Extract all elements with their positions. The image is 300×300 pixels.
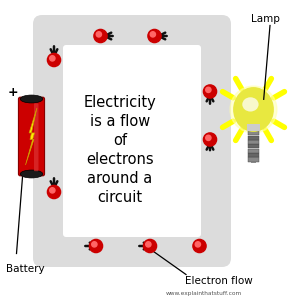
Ellipse shape — [20, 95, 43, 103]
Circle shape — [47, 185, 61, 199]
Ellipse shape — [20, 170, 43, 178]
Text: Lamp: Lamp — [251, 14, 280, 25]
Text: Electricity
is a flow
of
electrons
around a
circuit: Electricity is a flow of electrons aroun… — [84, 94, 156, 206]
FancyBboxPatch shape — [63, 45, 201, 237]
Bar — [248, 131, 259, 135]
FancyBboxPatch shape — [33, 15, 231, 267]
Bar — [248, 158, 259, 161]
Text: Battery: Battery — [6, 263, 45, 274]
Circle shape — [47, 53, 61, 67]
Bar — [248, 124, 260, 131]
Circle shape — [50, 188, 55, 193]
Circle shape — [206, 135, 211, 140]
Circle shape — [203, 133, 217, 146]
Circle shape — [89, 239, 103, 253]
FancyBboxPatch shape — [19, 97, 44, 176]
Circle shape — [146, 242, 151, 247]
Circle shape — [148, 29, 161, 43]
Bar — [251, 161, 256, 163]
Text: +: + — [8, 86, 18, 100]
Bar — [248, 144, 259, 148]
Circle shape — [195, 242, 200, 247]
Ellipse shape — [233, 87, 274, 132]
Bar — [248, 149, 259, 153]
Circle shape — [206, 87, 211, 92]
Circle shape — [92, 242, 97, 247]
Text: www.explainthatstuff.com: www.explainthatstuff.com — [166, 290, 242, 296]
Circle shape — [94, 29, 107, 43]
Bar — [248, 140, 259, 144]
Circle shape — [193, 239, 206, 253]
Bar — [248, 136, 259, 140]
Circle shape — [143, 239, 157, 253]
Text: Electron flow: Electron flow — [185, 276, 253, 286]
Circle shape — [96, 32, 101, 37]
FancyBboxPatch shape — [34, 103, 38, 171]
Circle shape — [50, 56, 55, 61]
Bar — [248, 153, 259, 157]
Polygon shape — [26, 108, 37, 165]
Circle shape — [150, 32, 155, 37]
Circle shape — [203, 85, 217, 98]
Ellipse shape — [242, 97, 259, 112]
Circle shape — [230, 86, 277, 133]
